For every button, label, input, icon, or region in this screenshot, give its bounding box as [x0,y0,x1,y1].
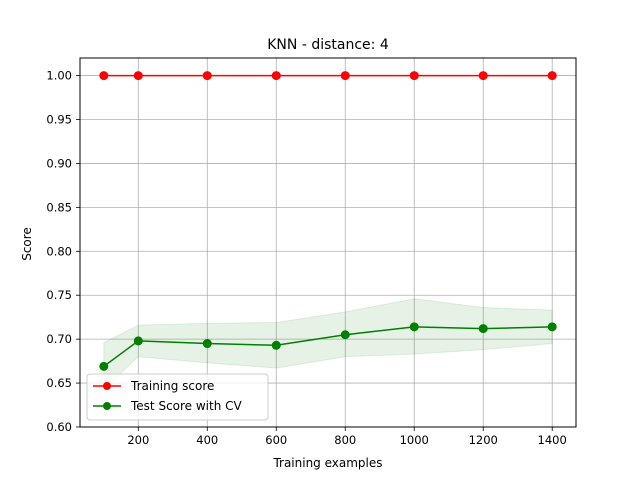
legend-label: Training score [130,379,214,393]
y-tick-label: 0.95 [46,113,72,127]
series-0-point [547,71,557,81]
legend-box [86,373,269,421]
y-tick-label: 0.90 [46,156,72,170]
series-1-point [99,361,109,371]
series-1-point [478,324,488,334]
y-tick-label: 0.85 [46,200,72,214]
series-0-point [478,71,488,81]
x-tick-label: 400 [196,433,218,447]
x-axis-label: Training examples [272,456,382,470]
legend-label: Test Score with CV [130,399,243,413]
series-0-point [133,71,143,81]
confidence-bands [103,298,553,391]
y-tick-label: 0.80 [46,244,72,258]
x-axis-ticks: 200 400 600 800 1000 1200 1400 [127,427,567,447]
y-axis-ticks: 0.60 0.65 0.70 0.75 0.80 0.85 0.90 0.95 1.00 [46,69,80,434]
x-tick-label: 1400 [538,433,567,447]
series-1-line [103,326,553,367]
series-1-point [409,322,419,332]
y-tick-label: 0.75 [46,288,72,302]
series-1-point [202,339,212,349]
y-tick-label: 0.60 [46,420,72,434]
series-0-point [202,71,212,81]
series-0-point [271,71,281,81]
y-tick-label: 1.00 [46,69,72,83]
grid [80,58,576,428]
x-tick-label: 800 [334,433,356,447]
series-points [99,71,557,371]
y-tick-label: 0.70 [46,332,72,346]
y-tick-label: 0.65 [46,376,72,390]
series-0-point [340,71,350,81]
plot-frame [79,57,577,428]
series-1-band [103,298,553,391]
legend: Training score Test Score with CV [86,373,269,421]
chart-title: KNN - distance: 4 [267,37,389,53]
series-0-point [409,71,419,81]
x-tick-label: 600 [265,433,287,447]
series-1-point [340,330,350,340]
legend-marker [103,382,111,390]
legend-marker [103,402,111,410]
series-0-point [99,71,109,81]
y-axis-label: Score [20,227,34,261]
series-1-point [133,336,143,346]
x-tick-label: 200 [127,433,149,447]
x-tick-label: 1200 [469,433,498,447]
series-1-point [271,340,281,350]
series-1-point [547,322,557,332]
series-lines [103,74,553,367]
x-tick-label: 1000 [400,433,429,447]
